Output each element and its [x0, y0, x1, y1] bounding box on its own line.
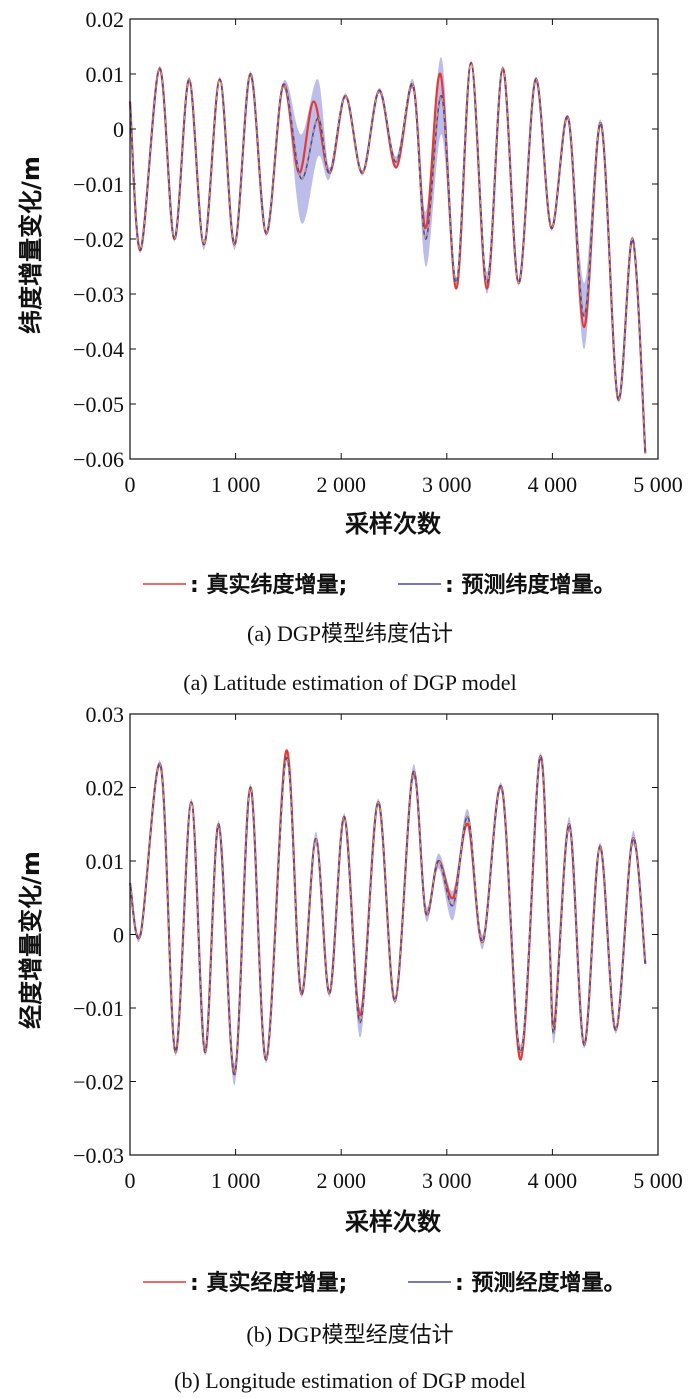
latitude-x-tick-label: 3 000 — [422, 472, 472, 497]
latitude-x-tick-label: 1 000 — [211, 472, 261, 497]
longitude-caption-zh: (b) DGP模型经度估计 — [246, 1322, 453, 1347]
longitude-y-tick-label: 0.03 — [86, 702, 125, 727]
latitude-x-tick-label: 5 000 — [633, 472, 683, 497]
latitude-panel: 0 1 000 2 000 3 000 4 000 5 000 −0.06 −0.05 −0.0… — [17, 7, 683, 695]
longitude-y-tick-label: 0.01 — [86, 849, 125, 874]
latitude-y-tick-label: 0 — [113, 117, 124, 142]
longitude-y-tick-label: −0.03 — [73, 1143, 124, 1168]
latitude-y-tick-label: 0.02 — [86, 7, 125, 32]
longitude-x-tick-label: 0 — [125, 1168, 136, 1193]
longitude-y-tick-label: 0.02 — [86, 776, 125, 801]
longitude-y-tick-label: 0 — [113, 923, 124, 948]
longitude-legend-true-label: : 真实经度增量; — [190, 1270, 347, 1296]
longitude-pred-mean-dash — [129, 755, 646, 1075]
latitude-y-tick-label: −0.01 — [73, 172, 124, 197]
longitude-legend-pred-label: : 预测经度增量。 — [455, 1270, 625, 1296]
longitude-plot-marks — [128, 749, 647, 1086]
latitude-y-tick-label: −0.02 — [73, 227, 124, 252]
longitude-y-tick-label: −0.01 — [73, 996, 124, 1021]
latitude-y-tick-label: −0.05 — [73, 392, 124, 417]
latitude-legend-pred-label: : 预测纬度增量。 — [445, 572, 615, 598]
latitude-y-tick-label: 0.01 — [86, 62, 125, 87]
latitude-x-tick-label: 0 — [125, 472, 136, 497]
longitude-x-axis-label: 采样次数 — [345, 1208, 442, 1236]
longitude-panel: 0 1 000 2 000 3 000 4 000 5 000 −0.03 −0.02 −0.0… — [0, 700, 700, 1398]
longitude-x-tick-label: 1 000 — [211, 1168, 261, 1193]
latitude-ticks: 0 1 000 2 000 3 000 4 000 5 000 −0.06 −0.05 −0.0… — [73, 7, 683, 497]
longitude-caption-en: (b) Longitude estimation of DGP model — [174, 1368, 526, 1393]
longitude-x-tick-label: 4 000 — [528, 1168, 578, 1193]
latitude-legend-true-label: : 真实纬度增量; — [190, 572, 347, 598]
latitude-plot-marks — [128, 56, 647, 457]
latitude-y-tick-label: −0.04 — [73, 337, 124, 362]
longitude-x-tick-label: 2 000 — [316, 1168, 366, 1193]
latitude-y-axis-label: 纬度增量变化/m — [17, 156, 45, 334]
latitude-chart: 0 1 000 2 000 3 000 4 000 5 000 −0.06 −0.05 −0.0… — [17, 7, 683, 695]
longitude-plot-frame — [129, 713, 659, 1156]
latitude-y-tick-label: −0.06 — [73, 447, 124, 472]
longitude-chart: 0 1 000 2 000 3 000 4 000 5 000 −0.03 −0.02 −0.0… — [17, 702, 683, 1393]
latitude-x-axis-label: 采样次数 — [345, 510, 442, 538]
latitude-caption-zh: (a) DGP模型纬度估计 — [247, 621, 453, 646]
latitude-y-tick-label: −0.03 — [73, 282, 124, 307]
latitude-plot-frame — [129, 18, 659, 460]
latitude-x-tick-label: 2 000 — [316, 472, 366, 497]
longitude-x-tick-label: 5 000 — [633, 1168, 683, 1193]
latitude-caption-en: (a) Latitude estimation of DGP model — [183, 670, 516, 695]
longitude-y-tick-label: −0.02 — [73, 1070, 124, 1095]
longitude-y-axis-label: 经度增量变化/m — [17, 851, 45, 1029]
longitude-x-tick-label: 3 000 — [422, 1168, 472, 1193]
longitude-ticks: 0 1 000 2 000 3 000 4 000 5 000 −0.03 −0.02 −0.0… — [73, 702, 683, 1193]
latitude-x-tick-label: 4 000 — [528, 472, 578, 497]
latitude-pred-mean-dash — [129, 62, 646, 454]
